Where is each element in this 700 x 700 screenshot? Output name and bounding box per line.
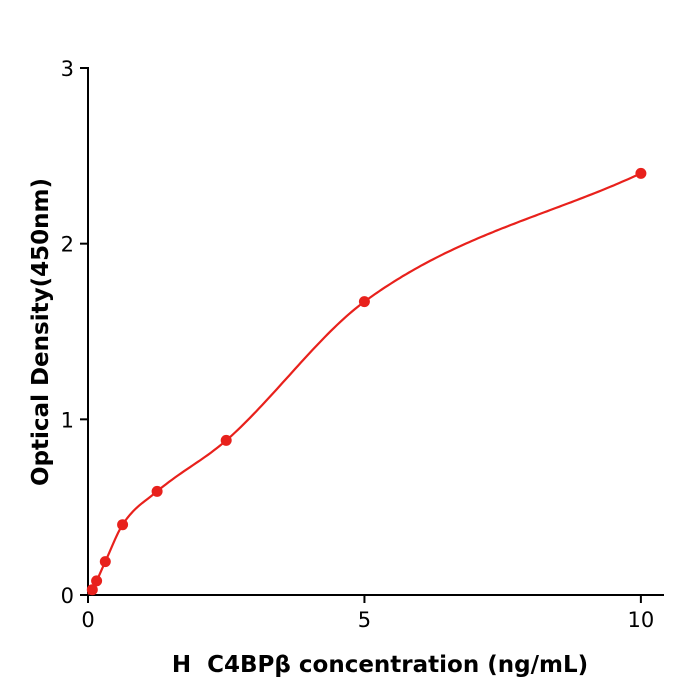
data-point (99, 556, 111, 568)
data-point (117, 519, 129, 531)
x-axis-label: H C4BPβ concentration (ng/mL) (171, 652, 589, 678)
y-tick-label: 3 (61, 57, 74, 81)
y-tick-label: 2 (61, 233, 74, 257)
fit-curve (87, 172, 642, 595)
y-tick-label: 0 (61, 584, 74, 608)
y-tick-label: 1 (61, 408, 74, 432)
data-point (220, 434, 232, 446)
x-tick-label: 5 (358, 608, 371, 632)
data-point (86, 584, 98, 596)
axis-spines (87, 67, 664, 596)
x-tick-label: 10 (628, 608, 655, 632)
data-point (151, 485, 163, 497)
data-point (635, 167, 647, 179)
data-point (91, 575, 103, 587)
data-point (358, 296, 370, 308)
y-axis-label: Optical Density(450nm) (28, 178, 54, 486)
x-tick-label: 0 (81, 608, 94, 632)
